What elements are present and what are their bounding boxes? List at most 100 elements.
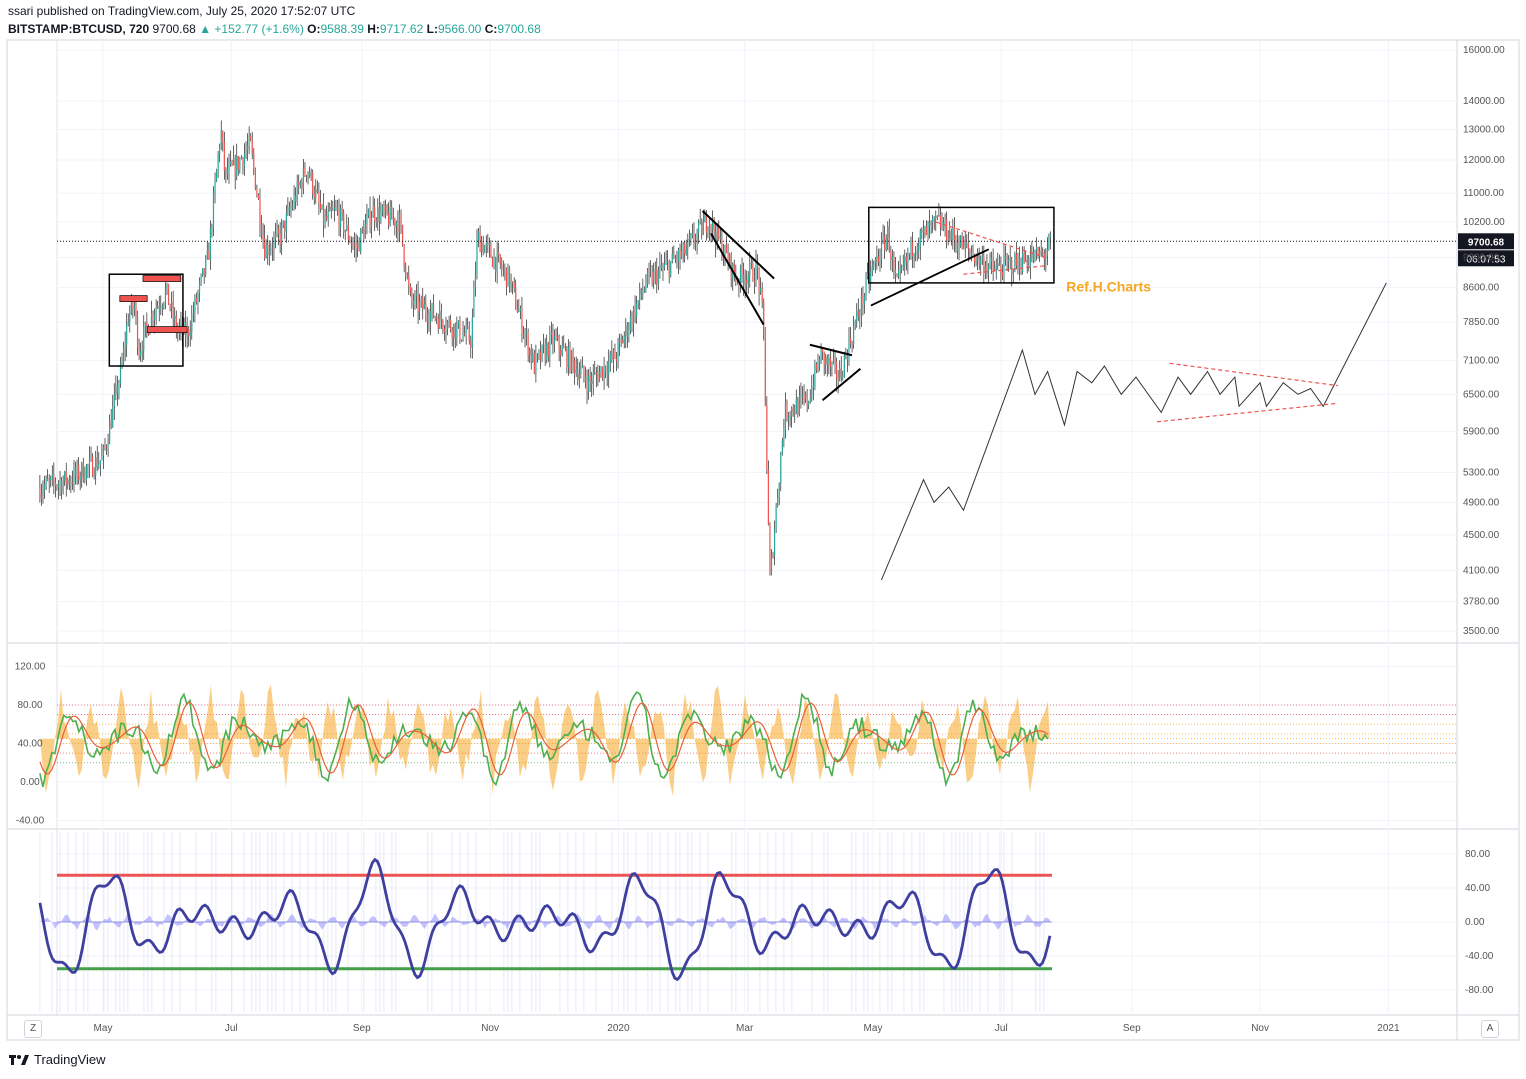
osc2-tick-label: 80.00	[1465, 849, 1490, 860]
symbol[interactable]: BITSTAMP:BTCUSD, 720	[8, 22, 150, 36]
candle-body	[603, 366, 605, 379]
candle-body	[220, 131, 222, 147]
candle-body	[685, 248, 687, 255]
candle-body	[803, 395, 805, 400]
candle-body	[332, 209, 334, 211]
close-label: C:	[484, 22, 498, 36]
candle-body	[225, 168, 227, 171]
high-value: 9717.62	[379, 22, 424, 36]
candle-body	[842, 377, 844, 379]
candle-body	[343, 212, 345, 233]
candle-body	[791, 407, 793, 417]
osc2-tick-label: -80.00	[1465, 985, 1494, 996]
candle-body	[992, 261, 994, 269]
candle-body	[408, 275, 410, 286]
candle-body	[625, 325, 627, 336]
time-tick-label: 2020	[607, 1023, 630, 1034]
candle-body	[983, 256, 985, 274]
candle-body	[339, 208, 342, 228]
auto-scale-button[interactable]: A	[1481, 1020, 1499, 1038]
candle-body	[158, 306, 160, 309]
candle-body	[837, 378, 839, 380]
candle-body	[68, 479, 70, 485]
candle-body	[1039, 250, 1041, 257]
candle-body	[233, 158, 235, 165]
candle-body	[719, 236, 721, 239]
candle-body	[572, 351, 574, 361]
time-tick-label: Jul	[995, 1023, 1008, 1034]
candle-body	[321, 204, 323, 209]
candle-body	[442, 320, 444, 329]
candle-body	[457, 320, 459, 326]
candle-body	[104, 447, 106, 449]
candle-body	[584, 376, 587, 382]
candle-body	[316, 189, 318, 193]
candle-body	[367, 209, 370, 216]
candle-body	[846, 354, 849, 361]
candle-body	[1011, 259, 1013, 275]
candle-body	[760, 288, 762, 293]
candle-body	[175, 315, 177, 332]
zoom-button[interactable]: Z	[24, 1020, 42, 1038]
candle-body	[721, 236, 723, 258]
candle-body	[746, 280, 748, 284]
candle-body	[401, 224, 404, 245]
candle-body	[781, 440, 783, 455]
candle-body	[648, 270, 650, 272]
candle-body	[997, 263, 999, 267]
candle-body	[245, 150, 247, 154]
candle-body	[620, 339, 622, 341]
candle-body	[494, 257, 497, 273]
candle-body	[910, 239, 912, 254]
candle-body	[1012, 271, 1014, 275]
candle-body	[133, 305, 136, 310]
candle-body	[504, 267, 506, 269]
candle-body	[935, 216, 937, 219]
candle-body	[112, 406, 114, 428]
candle-body	[1035, 247, 1038, 251]
candle-body	[448, 319, 450, 322]
candle-body	[529, 349, 531, 356]
candle-body	[913, 253, 915, 257]
candle-body	[928, 222, 931, 226]
candle-body	[660, 264, 663, 269]
candle-body	[797, 399, 799, 415]
candle-body	[631, 316, 633, 326]
candle-body	[966, 243, 968, 246]
candle-body	[617, 342, 619, 362]
oscillator-pane-1	[39, 684, 1457, 796]
main-pane: 9700.68 06:07:53 Ref.H.Charts	[39, 120, 1514, 581]
candle-body	[984, 266, 986, 274]
candle-body	[498, 252, 500, 255]
ref-annotation: Ref.H.Charts	[1066, 278, 1151, 294]
candle-body	[398, 213, 401, 233]
candle-body	[829, 357, 831, 367]
candle-body	[471, 317, 473, 348]
candle-body	[552, 332, 554, 344]
candle-body	[155, 308, 157, 315]
candle-body	[180, 322, 182, 328]
candle-body	[667, 261, 669, 263]
rising-support	[870, 248, 990, 307]
candle-body	[725, 245, 728, 254]
candle-body	[1008, 259, 1010, 262]
candle-body	[499, 254, 501, 265]
price-tick-label: 4900.00	[1463, 497, 1500, 508]
candle-body	[397, 222, 399, 233]
candle-body	[270, 248, 272, 252]
candle-body	[392, 218, 394, 220]
candle-body	[322, 204, 325, 226]
candle-body	[835, 361, 838, 379]
candle-body	[102, 447, 105, 456]
candle-body	[308, 172, 311, 177]
candle-body	[587, 376, 590, 392]
candle-body	[501, 264, 503, 270]
candle-body	[450, 319, 452, 330]
candle-body	[414, 295, 416, 305]
candle-body	[536, 354, 539, 356]
candle-body	[702, 221, 704, 235]
candle-body	[862, 294, 864, 305]
candle-body	[879, 259, 881, 262]
candle-body	[539, 350, 542, 361]
